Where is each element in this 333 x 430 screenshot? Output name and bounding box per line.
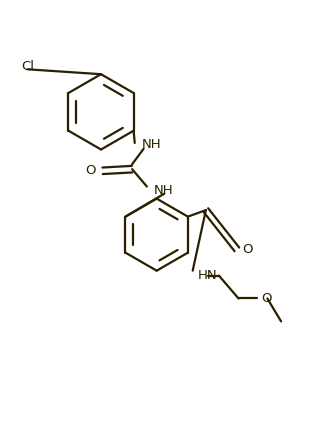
Text: O: O	[242, 243, 252, 256]
Text: NH: NH	[154, 184, 173, 197]
Text: O: O	[261, 292, 272, 305]
Text: O: O	[86, 164, 96, 177]
Text: HN: HN	[197, 269, 217, 282]
Text: Cl: Cl	[21, 59, 34, 73]
Text: NH: NH	[142, 138, 162, 151]
